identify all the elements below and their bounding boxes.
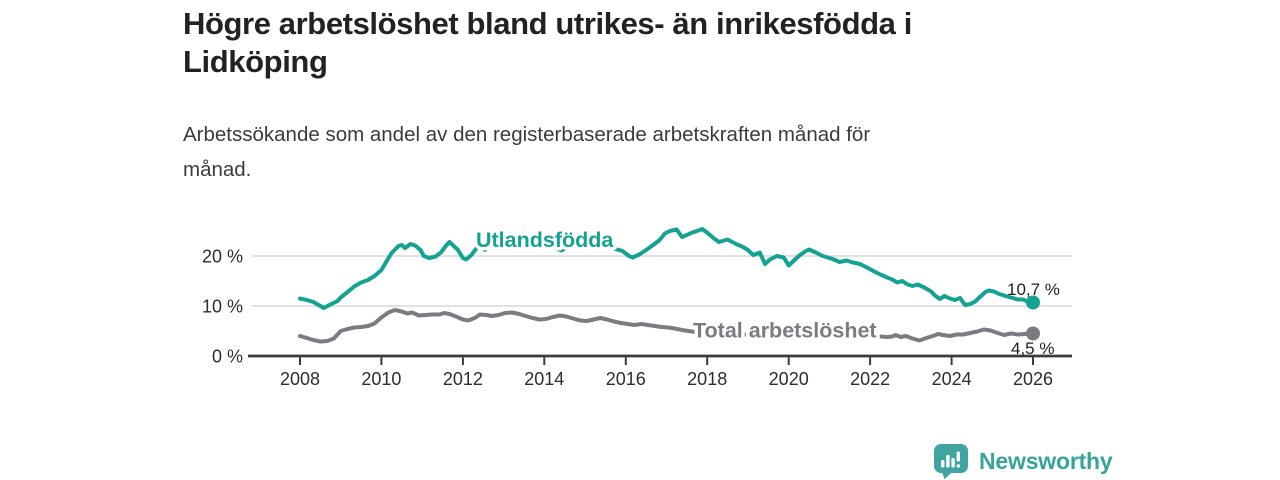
end-value-label-utlandsfodda: 10,7 %	[1007, 280, 1060, 299]
end-value-label-total-arbetsloshet: 4,5 %	[1011, 339, 1054, 358]
chart-title-line2: Lidköping	[183, 44, 328, 79]
chart-title-line1: Högre arbetslöshet bland utrikes- än inr…	[183, 6, 912, 41]
chart-subtitle-line1: Arbetssökande som andel av den registerb…	[183, 123, 871, 146]
series-line-utlandsfodda	[298, 227, 1035, 310]
brand-name: Newsworthy	[979, 448, 1113, 474]
y-tick-label: 10 %	[202, 297, 243, 317]
bar-chart-speech-bubble-icon	[934, 444, 968, 480]
x-tick-label: 2018	[687, 369, 727, 389]
y-tick-label: 0 %	[212, 347, 243, 367]
x-ticks	[299, 357, 1034, 365]
series-line-total-arbetsloshet	[298, 308, 1035, 344]
x-tick-label: 2022	[850, 369, 890, 389]
x-tick-label: 2026	[1013, 369, 1053, 389]
newsworthy-logo: Newsworthy	[933, 443, 1113, 480]
x-tick-label: 2020	[769, 369, 809, 389]
y-tick-labels: 0 % 10 % 20 %	[202, 247, 243, 367]
chart-subtitle: Arbetssökande som andel av den registerb…	[183, 117, 870, 187]
series-label-total-arbetsloshet: Total arbetslöshet	[693, 319, 877, 343]
x-tick-label: 2014	[524, 369, 564, 389]
chart-subtitle-line2: månad.	[183, 158, 252, 181]
chart-title: Högre arbetslöshet bland utrikes- än inr…	[183, 5, 912, 81]
y-tick-label: 20 %	[202, 247, 243, 267]
series-end-dot-total-arbetsloshet	[1026, 326, 1040, 341]
x-tick-labels: 2008 2010 2012 2014 2016 2018 2020 2022 …	[280, 369, 1053, 389]
x-tick-label: 2016	[606, 369, 646, 389]
x-tick-label: 2024	[932, 369, 972, 389]
series-end-dot-utlandsfodda	[1026, 295, 1040, 310]
x-tick-label: 2008	[280, 369, 320, 389]
series-label-utlandsfodda: Utlandsfödda	[476, 228, 614, 252]
x-tick-label: 2010	[361, 369, 401, 389]
x-tick-label: 2012	[443, 369, 483, 389]
